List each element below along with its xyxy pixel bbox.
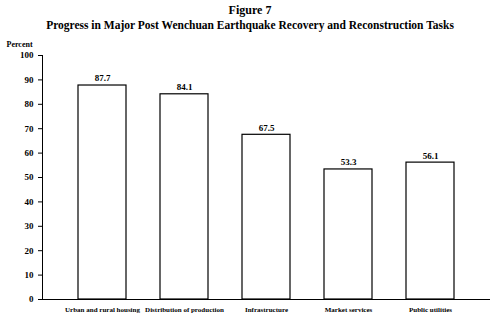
svg-text:20: 20 bbox=[25, 246, 35, 256]
svg-text:0: 0 bbox=[29, 294, 34, 304]
svg-text:Infrastructure: Infrastructure bbox=[245, 306, 288, 314]
svg-text:56.1: 56.1 bbox=[423, 150, 439, 160]
svg-text:80: 80 bbox=[25, 99, 35, 109]
svg-text:30: 30 bbox=[25, 221, 35, 231]
svg-text:Public utilities: Public utilities bbox=[409, 306, 452, 314]
svg-text:Urban and rural housing: Urban and rural housing bbox=[65, 306, 140, 314]
svg-text:10: 10 bbox=[25, 270, 35, 280]
html-text:Progress in Major Post Wenchua: Progress in Major Post Wenchuan Earthqua… bbox=[46, 19, 454, 31]
svg-text:87.7: 87.7 bbox=[95, 73, 111, 83]
svg-text:Distribution of production: Distribution of production bbox=[145, 306, 224, 314]
html-text:Figure 7: Figure 7 bbox=[228, 3, 272, 17]
svg-text:40: 40 bbox=[25, 197, 35, 207]
svg-text:50: 50 bbox=[25, 172, 35, 182]
svg-text:53.3: 53.3 bbox=[341, 157, 357, 167]
svg-text:70: 70 bbox=[25, 124, 35, 134]
svg-text:Market services: Market services bbox=[325, 306, 373, 314]
svg-text:90: 90 bbox=[25, 75, 35, 85]
svg-text:Percent: Percent bbox=[7, 40, 33, 49]
svg-text:100: 100 bbox=[20, 50, 34, 60]
svg-text:67.5: 67.5 bbox=[259, 123, 275, 133]
svg-text:60: 60 bbox=[25, 148, 35, 158]
svg-text:84.1: 84.1 bbox=[177, 82, 193, 92]
